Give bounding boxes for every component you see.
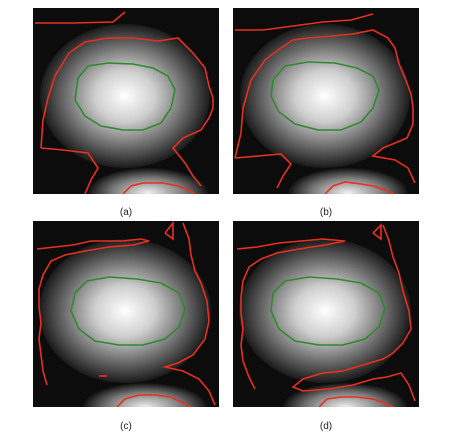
panel-a-image	[33, 8, 219, 194]
caption-d: (d)	[319, 421, 333, 432]
outer-contour	[40, 37, 214, 187]
bright-blob	[40, 24, 210, 168]
top-line	[235, 13, 374, 31]
lower-blob	[88, 168, 208, 194]
inner-contour	[74, 62, 176, 131]
panel-d-image	[233, 221, 419, 407]
lower-contour	[324, 181, 394, 194]
panel-a-svg	[33, 8, 219, 194]
small-triangle	[372, 223, 382, 241]
inner-contour	[270, 276, 386, 346]
outer-contour-left	[236, 238, 346, 390]
outer-contour-left	[234, 153, 293, 189]
bright-blob	[239, 239, 411, 383]
lower-blob	[283, 383, 407, 407]
lower-contour	[116, 394, 192, 407]
lower-contour	[318, 396, 394, 407]
outer-contour-right	[161, 222, 216, 406]
panel-b-svg	[233, 8, 419, 194]
panel-d-svg	[233, 221, 419, 407]
outer-contour	[234, 29, 416, 184]
bright-blob	[39, 239, 211, 383]
panel-c-svg	[33, 221, 219, 407]
caption-b: (b)	[319, 207, 333, 218]
top-line	[35, 11, 126, 24]
panel-b-image	[233, 8, 419, 194]
inner-contour	[270, 61, 380, 131]
inner-contour	[70, 276, 186, 346]
lower-contour	[122, 182, 196, 194]
outer-contour-left	[40, 147, 99, 194]
outer-contour-right	[291, 224, 416, 402]
bright-blob	[240, 24, 410, 168]
outer-contour-left	[36, 238, 150, 386]
panel-c-image	[33, 221, 219, 407]
caption-c: (c)	[120, 421, 132, 432]
caption-a: (a)	[119, 207, 133, 218]
small-triangle	[164, 221, 174, 241]
